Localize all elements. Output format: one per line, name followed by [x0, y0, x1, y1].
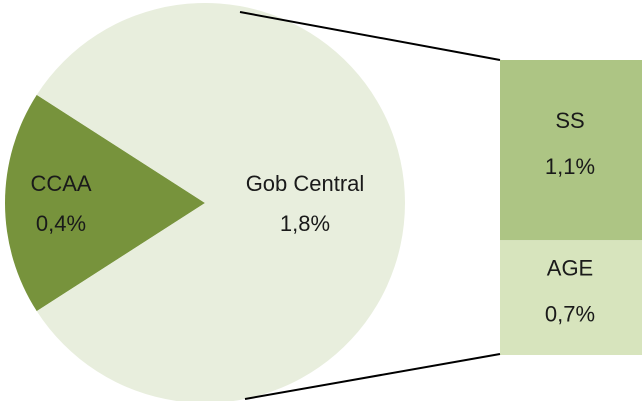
bar-segment	[500, 60, 642, 241]
slice-value-label: 1,8%	[280, 211, 330, 236]
segment-label: AGE	[547, 255, 593, 280]
segment-value-label: 1,1%	[545, 154, 595, 179]
segment-label: SS	[555, 108, 584, 133]
pie-slice	[4, 94, 206, 312]
slice-value-label: 0,4%	[36, 211, 86, 236]
connector-line	[239, 11, 501, 61]
bar-segment	[500, 240, 642, 355]
pie-slice	[36, 3, 406, 401]
connector-line	[244, 353, 501, 400]
segment-value-label: 0,7%	[545, 301, 595, 326]
slice-label: Gob Central	[246, 171, 365, 196]
slice-label: CCAA	[30, 171, 91, 196]
